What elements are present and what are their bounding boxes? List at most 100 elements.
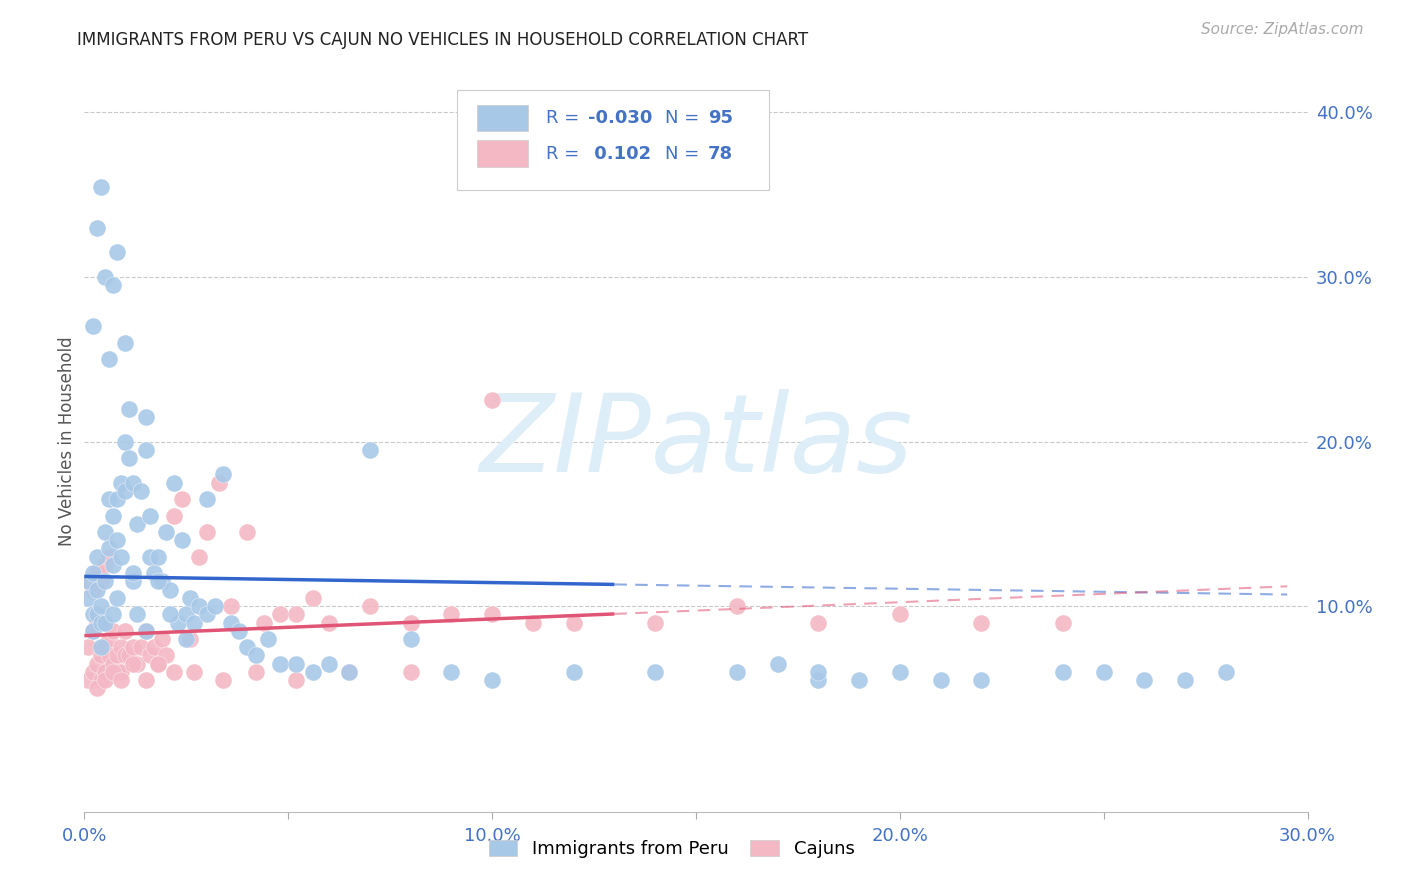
Point xyxy=(114,648,136,663)
Point xyxy=(93,673,115,687)
Point xyxy=(105,665,128,679)
Point xyxy=(889,665,911,679)
Point xyxy=(562,615,585,630)
Point xyxy=(1092,665,1115,679)
Point xyxy=(208,475,231,490)
Point xyxy=(110,475,132,490)
Point xyxy=(86,657,108,671)
Point xyxy=(163,475,186,490)
Point xyxy=(970,673,993,687)
Point xyxy=(172,492,194,507)
Point xyxy=(122,657,145,671)
Point xyxy=(889,607,911,622)
Text: 0.102: 0.102 xyxy=(588,145,651,162)
Point xyxy=(82,582,104,597)
Point xyxy=(174,607,197,622)
Point xyxy=(562,665,585,679)
Point xyxy=(93,615,115,630)
Point xyxy=(195,492,218,507)
Point xyxy=(122,475,145,490)
Point xyxy=(174,632,197,646)
Point xyxy=(97,492,120,507)
Text: 78: 78 xyxy=(709,145,734,162)
Point xyxy=(183,615,205,630)
Point xyxy=(167,615,190,630)
Point xyxy=(90,599,112,613)
Point xyxy=(159,607,181,622)
Point xyxy=(236,524,259,539)
Point xyxy=(481,607,503,622)
Point xyxy=(122,566,145,581)
Point xyxy=(90,648,112,663)
Point xyxy=(212,467,235,482)
Point xyxy=(440,607,463,622)
Point xyxy=(146,574,169,589)
Point xyxy=(93,574,115,589)
Point xyxy=(90,615,112,630)
Point xyxy=(318,615,340,630)
Point xyxy=(77,673,100,687)
Point xyxy=(155,524,177,539)
Point xyxy=(101,665,124,679)
Point xyxy=(77,574,100,589)
Point xyxy=(399,615,422,630)
Point xyxy=(86,681,108,696)
Point xyxy=(77,591,100,605)
Point xyxy=(725,665,748,679)
Point xyxy=(150,574,173,589)
Point xyxy=(82,624,104,638)
Point xyxy=(766,657,789,671)
Text: R =: R = xyxy=(546,109,585,127)
Point xyxy=(257,632,280,646)
Point xyxy=(135,624,157,638)
Point xyxy=(135,624,157,638)
Point xyxy=(127,516,149,531)
Point xyxy=(138,508,160,523)
Point xyxy=(219,599,242,613)
Point xyxy=(318,657,340,671)
Point xyxy=(1052,665,1074,679)
Point xyxy=(399,632,422,646)
Point xyxy=(135,409,157,424)
Point xyxy=(114,624,136,638)
Point xyxy=(82,566,104,581)
Point xyxy=(86,549,108,564)
Text: IMMIGRANTS FROM PERU VS CAJUN NO VEHICLES IN HOUSEHOLD CORRELATION CHART: IMMIGRANTS FROM PERU VS CAJUN NO VEHICLE… xyxy=(77,31,808,49)
Point xyxy=(285,657,308,671)
Point xyxy=(86,607,108,622)
Point xyxy=(82,319,104,334)
Point xyxy=(339,665,361,679)
Point xyxy=(150,632,173,646)
Point xyxy=(86,566,108,581)
Point xyxy=(1052,615,1074,630)
Point xyxy=(90,179,112,194)
Point xyxy=(101,607,124,622)
Point xyxy=(725,599,748,613)
Point xyxy=(97,648,120,663)
Point xyxy=(77,640,100,655)
Point xyxy=(105,492,128,507)
Point xyxy=(114,483,136,498)
Point xyxy=(110,549,132,564)
Point xyxy=(90,673,112,687)
Point xyxy=(118,450,141,465)
Point xyxy=(440,665,463,679)
Point xyxy=(105,591,128,605)
Point xyxy=(131,483,153,498)
Point xyxy=(97,541,120,556)
Point xyxy=(146,549,169,564)
Text: -0.030: -0.030 xyxy=(588,109,652,127)
Point xyxy=(127,657,149,671)
Point xyxy=(269,607,291,622)
Point xyxy=(399,665,422,679)
Text: Source: ZipAtlas.com: Source: ZipAtlas.com xyxy=(1201,22,1364,37)
Point xyxy=(77,574,100,589)
Point xyxy=(122,574,145,589)
Point xyxy=(101,624,124,638)
Point xyxy=(135,673,157,687)
Point xyxy=(339,665,361,679)
Point xyxy=(285,607,308,622)
Point xyxy=(90,640,112,655)
Point xyxy=(86,615,108,630)
Point xyxy=(131,640,153,655)
